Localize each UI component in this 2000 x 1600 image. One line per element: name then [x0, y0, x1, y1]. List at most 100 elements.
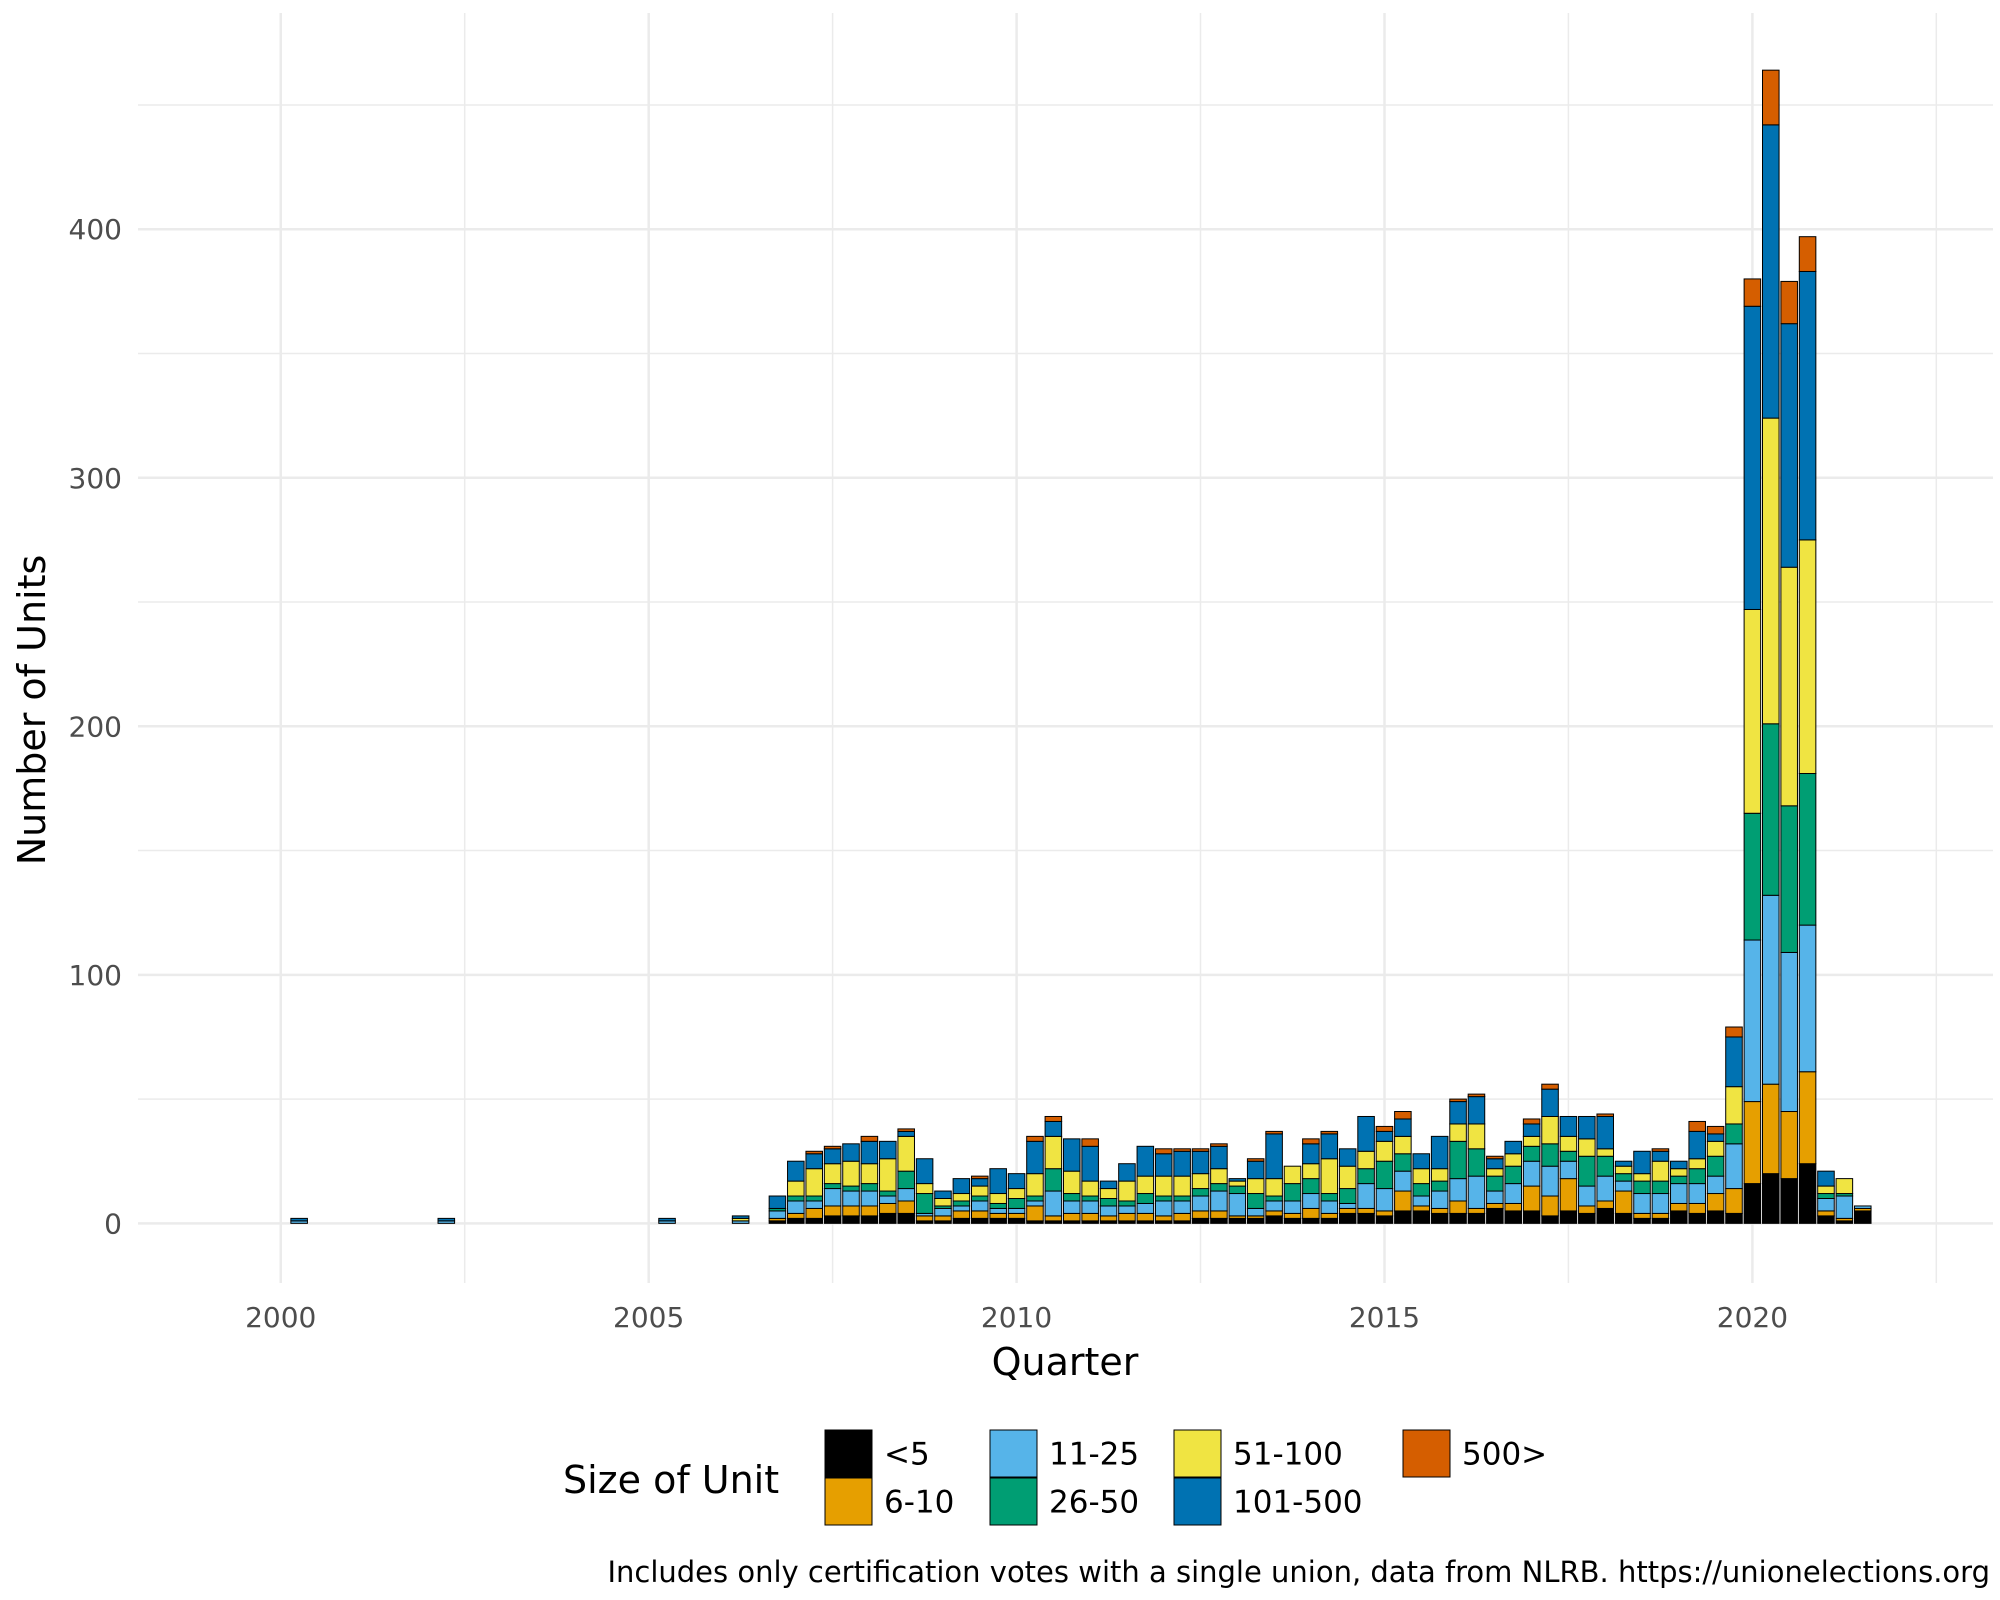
bar-segment	[1118, 1163, 1136, 1182]
bar-segment	[1578, 1212, 1596, 1224]
x-tick-label: 2010	[981, 1301, 1052, 1334]
bar-segment	[823, 1145, 842, 1150]
bar-segment	[952, 1210, 971, 1219]
bar-segment	[897, 1128, 915, 1132]
legend-label: 51-100	[1233, 1437, 1343, 1473]
bar-segment	[1136, 1175, 1155, 1195]
bar-segment	[1743, 1101, 1762, 1185]
bar-segment	[1725, 1086, 1743, 1125]
bar-segment	[1486, 1158, 1504, 1170]
y-tick-label: 100	[69, 959, 122, 992]
bar-segment	[1136, 1145, 1155, 1177]
bar-segment	[1375, 1140, 1394, 1162]
bar-segment	[1062, 1170, 1081, 1195]
legend-label: 6-10	[884, 1485, 954, 1521]
bar-segment	[1853, 1205, 1872, 1209]
bar-segment	[1357, 1115, 1375, 1152]
bar-segment	[1154, 1215, 1173, 1222]
bar-segment	[1394, 1135, 1412, 1155]
legend-items: <5 6-10 11-25 26-50 51-100 101-500 500>	[824, 1429, 1547, 1526]
bar-segment	[1614, 1190, 1633, 1214]
bar-segment	[1026, 1140, 1044, 1175]
bar-segment	[1633, 1150, 1651, 1175]
bar-segment	[1522, 1185, 1541, 1212]
minor-gridlines	[138, 13, 1993, 1283]
bar-segment	[1099, 1215, 1118, 1222]
bar-segment	[1670, 1175, 1688, 1185]
x-tick-label: 2020	[1717, 1301, 1788, 1334]
bar-segment	[1486, 1207, 1504, 1224]
bar-segment	[805, 1153, 823, 1170]
bar-segment	[1191, 1217, 1210, 1224]
legend-swatch	[989, 1429, 1038, 1478]
bar-segment	[1026, 1173, 1044, 1197]
bar-segment	[1780, 323, 1798, 568]
bar-segment	[989, 1193, 1007, 1204]
bar-segment	[1375, 1160, 1394, 1190]
bar-segment	[1283, 1217, 1302, 1224]
bar-segment	[1559, 1115, 1578, 1137]
bar-segment	[1467, 1212, 1486, 1224]
bar-segment	[970, 1217, 989, 1224]
bar-segment	[1265, 1133, 1283, 1180]
bar-segment	[1044, 1120, 1063, 1137]
bar-segment	[1467, 1093, 1486, 1098]
bars-layer	[290, 69, 1872, 1224]
bar-segment	[823, 1215, 842, 1224]
bar-segment	[1651, 1150, 1670, 1162]
bar-segment	[842, 1160, 860, 1187]
bar-segment	[1651, 1148, 1670, 1152]
bar-segment	[805, 1168, 823, 1197]
major-gridlines	[138, 13, 1993, 1283]
bar-segment	[842, 1205, 860, 1217]
bar-segment	[1780, 805, 1798, 953]
bar-segment	[1798, 270, 1817, 541]
bar-segment	[1210, 1145, 1228, 1170]
bar-segment	[1449, 1098, 1467, 1103]
bar-segment	[842, 1143, 860, 1162]
bar-segment	[1265, 1200, 1283, 1212]
bar-segment	[1706, 1133, 1725, 1142]
bar-segment	[1357, 1207, 1375, 1214]
bar-segment	[970, 1185, 989, 1197]
bar-segment	[842, 1190, 860, 1207]
x-tick-labels: 2000 2005 2010 2015 2020	[245, 1301, 1788, 1334]
bar-segment	[1817, 1215, 1835, 1224]
bar-segment	[1302, 1138, 1320, 1145]
bar-segment	[1504, 1140, 1523, 1155]
bar-segment	[860, 1190, 879, 1207]
bar-segment	[1375, 1188, 1394, 1212]
bar-segment	[915, 1158, 934, 1185]
bar-segment	[989, 1212, 1007, 1219]
legend-label: 26-50	[1049, 1485, 1139, 1521]
bar-segment	[1320, 1133, 1339, 1160]
bar-segment	[1688, 1130, 1706, 1160]
bar-segment	[1246, 1178, 1265, 1195]
bar-segment	[1449, 1123, 1467, 1142]
bar-segment	[1706, 1140, 1725, 1157]
bar-segment	[1762, 1083, 1780, 1175]
bar-segment	[1338, 1207, 1357, 1214]
bar-segment	[805, 1150, 823, 1155]
bar-segment	[1522, 1145, 1541, 1162]
bar-segment	[1486, 1202, 1504, 1209]
bar-segment	[1670, 1183, 1688, 1204]
bar-segment	[1338, 1188, 1357, 1204]
bar-segment	[1007, 1173, 1026, 1190]
bar-segment	[1743, 1183, 1762, 1224]
bar-segment	[1099, 1197, 1118, 1207]
legend-swatch	[824, 1429, 873, 1478]
bar-segment	[1762, 417, 1780, 725]
bar-segment	[1743, 305, 1762, 610]
bar-segment	[805, 1195, 823, 1202]
bar-segment	[1486, 1190, 1504, 1204]
bar-segment	[823, 1183, 842, 1190]
bar-segment	[1596, 1113, 1615, 1117]
bar-segment	[1412, 1168, 1431, 1185]
bar-segment	[1302, 1178, 1320, 1195]
bar-segment	[970, 1195, 989, 1202]
bar-segment	[952, 1205, 971, 1212]
bar-segment	[768, 1210, 787, 1219]
y-tick-label: 0	[104, 1207, 122, 1240]
bar-segment	[1522, 1160, 1541, 1187]
